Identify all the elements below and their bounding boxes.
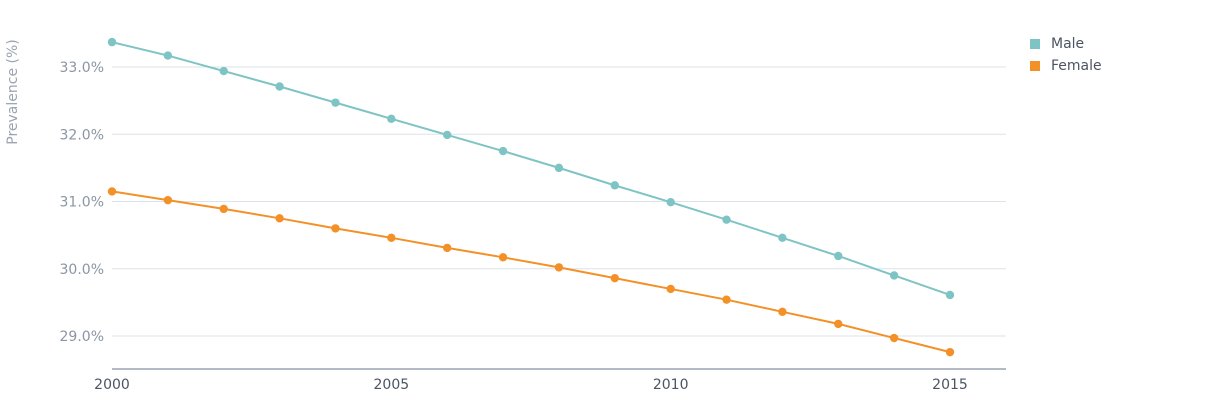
- data-point-male[interactable]: [443, 130, 452, 140]
- data-point-female[interactable]: [778, 307, 787, 316]
- legend-item-male[interactable]: Male: [1030, 33, 1102, 55]
- data-point-male[interactable]: [498, 146, 508, 156]
- x-tick-label: 2005: [374, 377, 410, 393]
- legend-item-female[interactable]: Female: [1030, 55, 1102, 77]
- legend-label-female: Female: [1051, 58, 1102, 74]
- data-point-female[interactable]: [889, 333, 899, 343]
- data-point-female[interactable]: [834, 319, 843, 329]
- data-point-female[interactable]: [498, 253, 508, 262]
- data-point-female[interactable]: [666, 284, 675, 294]
- data-point-male[interactable]: [219, 66, 228, 76]
- data-point-female[interactable]: [945, 347, 955, 357]
- data-point-male[interactable]: [107, 37, 117, 47]
- data-point-female[interactable]: [275, 214, 284, 223]
- data-point-male[interactable]: [275, 82, 284, 91]
- x-tick-labels: 2000 2005 2010 2015: [94, 377, 968, 393]
- x-tick-label: 2010: [653, 377, 689, 393]
- x-tick-label: 2000: [94, 377, 130, 393]
- data-point-female[interactable]: [722, 295, 731, 304]
- data-point-male[interactable]: [778, 233, 787, 243]
- y-tick-label: 30.0%: [60, 262, 104, 278]
- data-point-female[interactable]: [331, 224, 340, 233]
- data-point-male[interactable]: [834, 251, 843, 261]
- data-point-female[interactable]: [554, 263, 564, 272]
- data-point-male[interactable]: [554, 163, 564, 173]
- data-point-male[interactable]: [610, 181, 619, 190]
- data-point-male[interactable]: [666, 197, 675, 207]
- legend-swatch-male: [1030, 39, 1040, 49]
- chart-legend: Male Female: [1030, 33, 1102, 77]
- series-group: [107, 37, 955, 357]
- data-point-female[interactable]: [219, 204, 228, 214]
- data-point-male[interactable]: [331, 98, 340, 107]
- series-line-male: [111, 41, 951, 296]
- y-tick-label: 32.0%: [60, 127, 104, 143]
- legend-swatch-female: [1030, 61, 1040, 71]
- data-point-male[interactable]: [387, 114, 396, 123]
- y-axis-label: Prevalence (%): [5, 39, 21, 145]
- data-point-male[interactable]: [163, 51, 173, 60]
- y-tick-label: 29.0%: [60, 329, 104, 345]
- y-gridlines: [112, 66, 1006, 337]
- data-point-male[interactable]: [889, 271, 899, 280]
- series-line-female: [111, 190, 951, 354]
- legend-label-male: Male: [1051, 36, 1085, 52]
- data-point-female[interactable]: [107, 187, 117, 196]
- y-tick-label: 31.0%: [60, 195, 104, 211]
- data-point-male[interactable]: [945, 290, 955, 300]
- x-tick-label: 2015: [932, 377, 968, 393]
- data-point-female[interactable]: [163, 195, 173, 205]
- data-point-female[interactable]: [387, 233, 396, 243]
- data-point-female[interactable]: [610, 273, 619, 283]
- y-tick-labels: 29.0% 30.0% 31.0% 32.0% 33.0%: [60, 60, 104, 345]
- data-point-female[interactable]: [443, 243, 452, 253]
- data-point-male[interactable]: [722, 215, 731, 224]
- y-tick-label: 33.0%: [60, 60, 104, 76]
